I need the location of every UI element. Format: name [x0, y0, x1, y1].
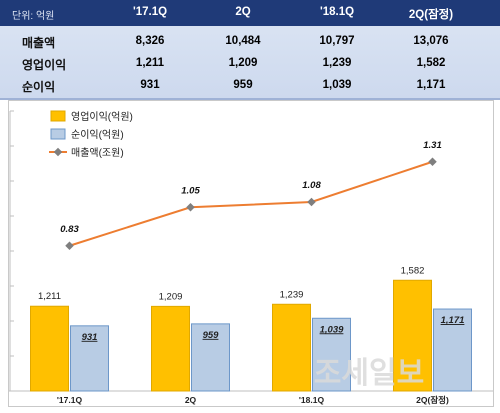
table-cell: 1,582	[416, 57, 446, 69]
line-data-label: 1.08	[302, 180, 321, 191]
column-header: '17.1Q	[132, 6, 168, 18]
column-header: 2Q(잠정)	[408, 9, 454, 21]
legend-label: 순이익(억원)	[71, 129, 124, 141]
row-label: 순이익	[22, 80, 56, 94]
bar	[151, 305, 190, 392]
line-marker	[428, 157, 437, 166]
row-label: 매출액	[22, 36, 56, 50]
table-header	[0, 0, 500, 26]
row-label: 영업이익	[22, 58, 67, 72]
table-cell: 1,039	[322, 79, 352, 91]
table-cell: 10,484	[225, 35, 261, 47]
bar	[312, 317, 351, 392]
table-cell: 1,209	[228, 57, 258, 69]
data-label: 1,039	[320, 324, 344, 335]
data-label: 931	[82, 332, 98, 343]
data-label: 1,239	[280, 289, 304, 300]
table-cell: 931	[140, 79, 160, 91]
column-header: '18.1Q	[319, 6, 355, 18]
bar	[393, 279, 432, 392]
line-marker	[65, 241, 74, 250]
table-cell: 1,239	[322, 57, 352, 69]
combo-chart: 1,211 931 '17.1Q 1,209 959 2Q 1,239 1,039 '18.1Q…	[9, 110, 493, 405]
data-label: 1,209	[159, 291, 183, 302]
legend-swatch	[50, 110, 66, 122]
column-header: 2Q	[235, 6, 251, 18]
sales-line	[69, 160, 433, 247]
line-data-label: 1.05	[181, 185, 200, 196]
x-tick-label: 2Q	[185, 395, 197, 405]
legend-label: 매출액(조원)	[71, 147, 124, 159]
line-data-label: 1.31	[423, 140, 442, 151]
summary-table: 단위: 억원 '17.1Q 2Q '18.1Q 2Q(잠정) 매출액 8,326…	[0, 0, 500, 100]
table-cell: 10,797	[319, 35, 355, 47]
x-tick-label: '18.1Q	[299, 395, 325, 405]
unit-label: 단위: 억원	[12, 11, 55, 22]
table-cell: 1,211	[135, 57, 165, 69]
table-cell: 8,326	[135, 35, 165, 47]
table-cell: 1,171	[416, 79, 446, 91]
x-tick-label: '17.1Q	[57, 395, 83, 405]
bar	[191, 323, 230, 392]
line-marker	[307, 197, 316, 207]
bar	[70, 325, 109, 392]
bar	[433, 308, 472, 392]
legend-swatch	[50, 128, 66, 140]
watermark-logo: 조세일보	[314, 357, 424, 390]
data-label: 1,171	[441, 315, 465, 326]
table-cell: 13,076	[413, 35, 449, 47]
legend-label: 영업이익(억원)	[71, 110, 133, 123]
data-label: 959	[203, 330, 220, 341]
bar	[272, 303, 311, 392]
table-cell: 959	[233, 79, 253, 91]
chart-area: 1,211 931 '17.1Q 1,209 959 2Q 1,239 1,039 '18.1Q…	[8, 100, 494, 407]
line-marker	[186, 203, 195, 212]
data-label: 1,211	[38, 291, 61, 302]
legend-marker	[53, 147, 63, 157]
line-data-label: 0.83	[60, 224, 79, 235]
bar	[30, 305, 69, 392]
x-tick-label: 2Q(잠정)	[416, 395, 449, 405]
data-label: 1,582	[401, 265, 425, 276]
